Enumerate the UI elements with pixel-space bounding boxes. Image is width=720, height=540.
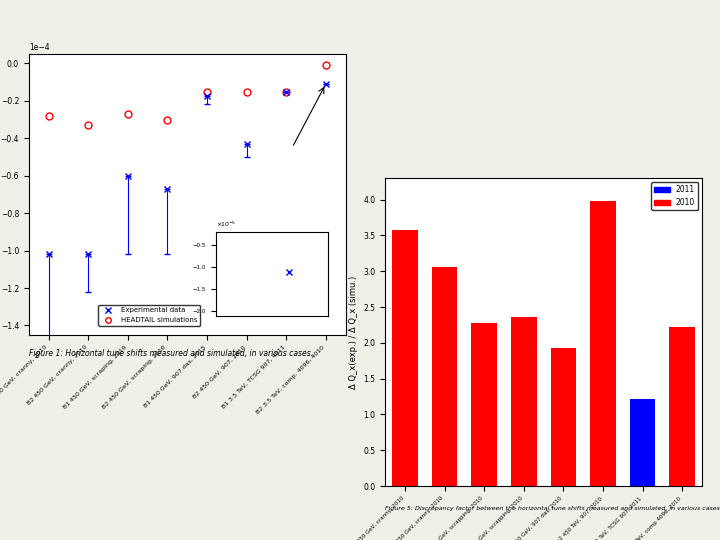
Bar (432, 267, 457, 486)
Bar (630, 399, 655, 486)
Text: $\times\!10^{-5}$: $\times\!10^{-5}$ (216, 220, 236, 229)
Bar (590, 201, 616, 486)
Legend: Experimental data, HEADTAIL simulations: Experimental data, HEADTAIL simulations (99, 305, 200, 326)
Y-axis label: Δ Q_x(exp.) / Δ Q_x (simu.): Δ Q_x(exp.) / Δ Q_x (simu.) (348, 275, 358, 389)
Bar (511, 317, 536, 486)
Legend: 2011, 2010: 2011, 2010 (652, 182, 698, 210)
Bar (551, 348, 576, 486)
Text: Figure 5: Discrepancy factor between the horizontal tune shifts measured and sim: Figure 5: Discrepancy factor between the… (385, 507, 720, 511)
Bar (472, 323, 497, 486)
Bar (670, 327, 695, 486)
Bar (392, 231, 418, 486)
Text: Figure 1: Horizontal tune shifts measured and simulated, in various cases.: Figure 1: Horizontal tune shifts measure… (29, 349, 313, 359)
